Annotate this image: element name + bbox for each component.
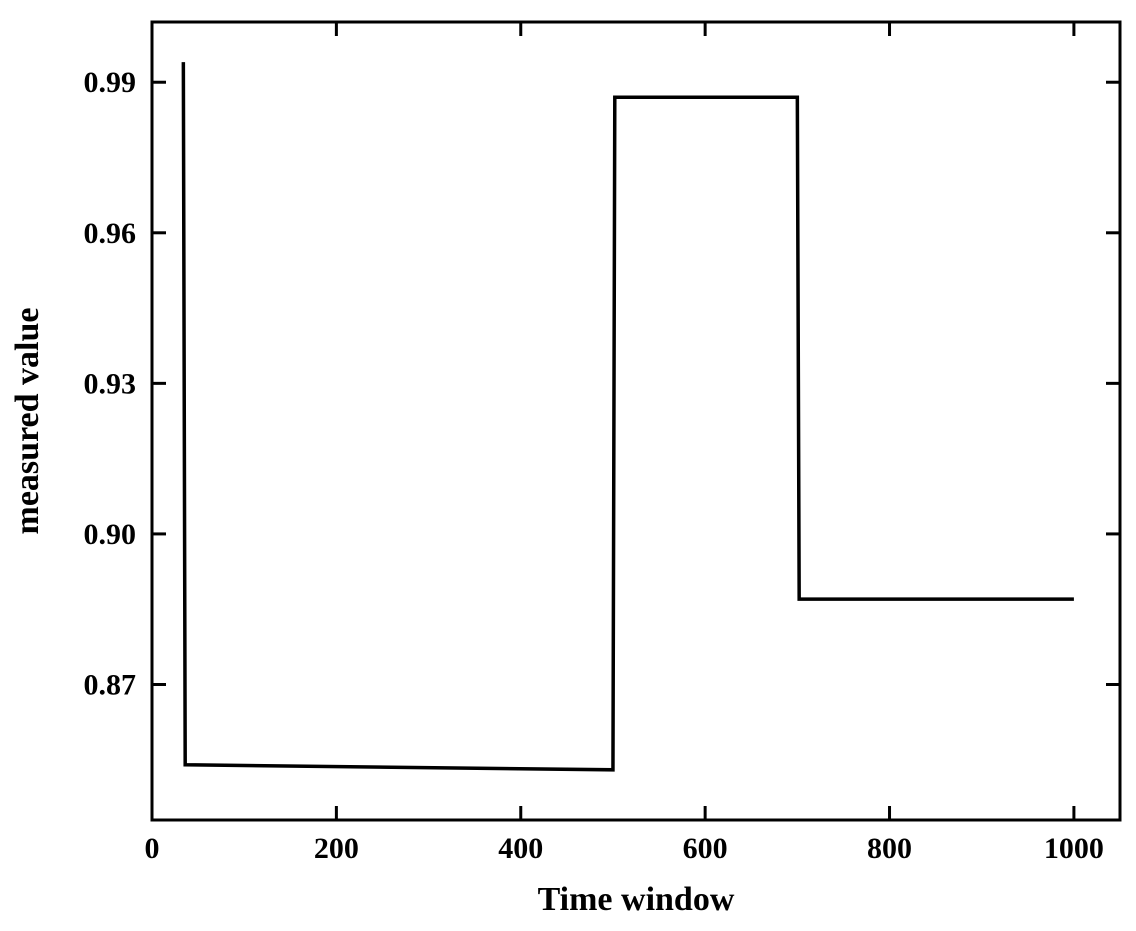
y-tick-label: 0.93 (84, 367, 137, 400)
y-axis-label: measured value (9, 308, 46, 535)
x-tick-label: 800 (867, 832, 912, 865)
x-tick-label: 200 (314, 832, 359, 865)
step-line-chart: 0 200 400 600 800 1000 0.87 0.90 0.93 0.96 0.99 Tim… (0, 0, 1136, 931)
x-tick-label: 0 (145, 832, 160, 865)
plot-border (152, 22, 1120, 820)
x-axis-label: Time window (538, 881, 735, 918)
y-tick-label: 0.87 (84, 668, 137, 701)
x-tick-label: 400 (498, 832, 543, 865)
y-tick-label: 0.96 (84, 217, 137, 250)
x-tick-label: 600 (683, 832, 728, 865)
y-tick-label: 0.99 (84, 66, 137, 99)
y-tick-label: 0.90 (84, 518, 137, 551)
chart-container: 0 200 400 600 800 1000 0.87 0.90 0.93 0.96 0.99 Tim… (0, 0, 1136, 931)
data-line (183, 62, 1074, 770)
x-tick-label: 1000 (1044, 832, 1104, 865)
